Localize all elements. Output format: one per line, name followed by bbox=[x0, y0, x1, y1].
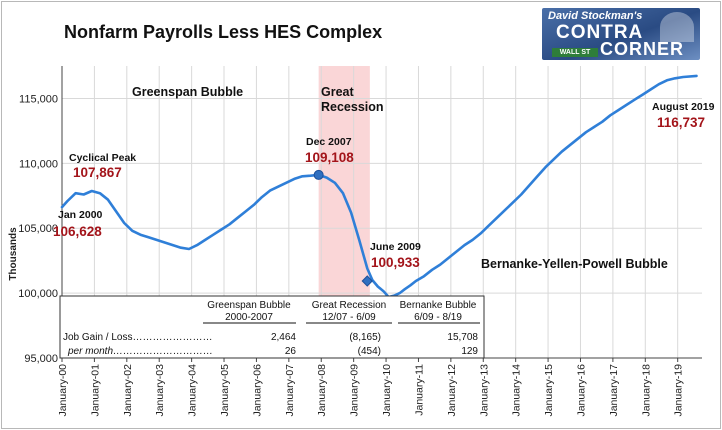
table-cell-permonth-recession: (454) bbox=[358, 346, 381, 357]
june2009-value: 100,933 bbox=[371, 255, 420, 270]
table-header-recession-1: Great Recession bbox=[312, 300, 386, 311]
marker-dec2007 bbox=[313, 169, 324, 180]
x-tick-label: January-14 bbox=[511, 364, 523, 417]
dec2007-label: Dec 2007 bbox=[306, 136, 352, 148]
chart-title: Nonfarm Payrolls Less HES Complex bbox=[64, 22, 383, 42]
x-tick-label: January-01 bbox=[89, 364, 101, 417]
capitol-dome-icon bbox=[660, 12, 694, 42]
logo-line1: David Stockman's bbox=[548, 10, 643, 22]
x-tick-label: January-10 bbox=[381, 364, 393, 417]
logo-line2: CONTRA bbox=[556, 22, 644, 43]
table-header-greenspan-1: Greenspan Bubble bbox=[207, 300, 291, 311]
x-tick-label: January-07 bbox=[284, 364, 296, 417]
x-tick-label: January-16 bbox=[575, 364, 587, 417]
x-tick-label: January-12 bbox=[446, 364, 458, 417]
x-tick-label: January-08 bbox=[316, 364, 328, 417]
x-tick-label: January-09 bbox=[349, 364, 361, 417]
cyclical-peak-value: 107,867 bbox=[73, 165, 122, 180]
logo-line3: CORNER bbox=[600, 39, 685, 59]
y-tick-label: 100,000 bbox=[18, 288, 58, 300]
y-tick-label: 115,000 bbox=[19, 93, 58, 105]
table-cell-permonth-bernanke: 129 bbox=[461, 346, 478, 357]
table-header-greenspan-2: 2000-2007 bbox=[225, 312, 273, 323]
series-line-payrolls bbox=[60, 74, 698, 299]
x-tick-label: January-03 bbox=[154, 364, 166, 417]
marker-june2009 bbox=[361, 275, 373, 287]
x-tick-label: January-19 bbox=[673, 364, 685, 417]
table-row-label-gain: Job Gain / Loss…………………… bbox=[63, 332, 212, 343]
x-tick-label: January-00 bbox=[57, 364, 69, 417]
jan2000-value: 106,628 bbox=[53, 224, 102, 239]
table-cell-permonth-greenspan: 26 bbox=[285, 346, 297, 357]
aug2019-label: August 2019 bbox=[652, 101, 715, 113]
x-tick-label: January-06 bbox=[251, 364, 263, 417]
y-tick-label: 110,000 bbox=[19, 158, 58, 170]
table-cell-gain-recession: (8,165) bbox=[349, 332, 381, 343]
table-cell-gain-greenspan: 2,464 bbox=[271, 332, 296, 343]
x-tick-label: January-05 bbox=[219, 364, 231, 417]
table-cell-gain-bernanke: 15,708 bbox=[447, 332, 478, 343]
contra-corner-logo: David Stockman's CONTRA CORNER WALL ST bbox=[542, 8, 700, 60]
jan2000-label: Jan 2000 bbox=[58, 209, 103, 221]
x-tick-label: January-13 bbox=[478, 364, 490, 417]
x-tick-label: January-15 bbox=[543, 364, 555, 417]
x-tick-label: January-17 bbox=[608, 364, 620, 417]
dec2007-value: 109,108 bbox=[305, 150, 354, 165]
x-tick-label: January-02 bbox=[122, 364, 134, 417]
table-header-bernanke-1: Bernanke Bubble bbox=[400, 300, 477, 311]
aug2019-value: 116,737 bbox=[657, 115, 705, 130]
x-tick-label: January-18 bbox=[640, 364, 652, 417]
annotation-greenspan: Greenspan Bubble bbox=[132, 85, 243, 99]
table-row-label-permonth: per month………………………… bbox=[67, 346, 213, 357]
y-tick-label: 95,000 bbox=[24, 353, 58, 365]
june2009-label: June 2009 bbox=[370, 241, 421, 253]
y-tick-label: 105,000 bbox=[18, 223, 58, 235]
wall-street-sign: WALL ST bbox=[552, 48, 598, 57]
y-axis-title: Thousands bbox=[8, 227, 19, 281]
table-header-recession-2: 12/07 - 6/09 bbox=[322, 312, 376, 323]
cyclical-peak-label: Cyclical Peak bbox=[69, 152, 136, 164]
annotation-bernanke: Bernanke-Yellen-Powell Bubble bbox=[481, 257, 668, 271]
summary-table-box bbox=[59, 295, 485, 359]
x-tick-label: January-11 bbox=[413, 364, 425, 416]
annotation-great: Great bbox=[321, 85, 354, 99]
annotation-recession: Recession bbox=[321, 100, 384, 114]
table-header-bernanke-2: 6/09 - 8/19 bbox=[414, 312, 462, 323]
x-tick-label: January-04 bbox=[187, 364, 199, 417]
